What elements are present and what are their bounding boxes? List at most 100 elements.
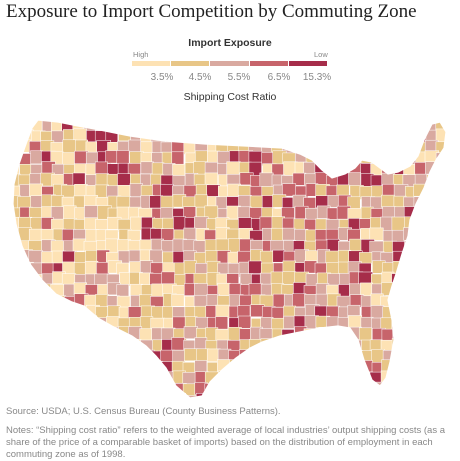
commuting-zone-cell xyxy=(171,151,185,166)
commuting-zone-cell xyxy=(238,195,252,208)
commuting-zone-cell xyxy=(337,359,351,373)
commuting-zone-cell xyxy=(29,274,43,287)
commuting-zone-cell xyxy=(282,183,297,197)
commuting-zone-cell xyxy=(414,120,429,123)
legend-ticks: 3.5% 4.5% 5.5% 6.5% 15.3% xyxy=(0,72,460,86)
commuting-zone-cell xyxy=(237,392,252,398)
commuting-zone-cell xyxy=(248,260,262,274)
commuting-zone-cell xyxy=(382,139,396,153)
commuting-zone-cell xyxy=(294,382,308,396)
commuting-zone-cell xyxy=(383,128,396,143)
commuting-zone-cell xyxy=(437,295,446,309)
commuting-zone-cell xyxy=(436,371,446,385)
commuting-zone-cell xyxy=(149,360,163,374)
commuting-zone-cell xyxy=(215,316,229,330)
commuting-zone-cell xyxy=(314,130,329,145)
commuting-zone-cell xyxy=(283,338,297,352)
commuting-zone-cell xyxy=(404,240,418,255)
chart-title: Exposure to Import Competition by Commut… xyxy=(6,1,417,22)
commuting-zone-cell xyxy=(205,128,219,144)
commuting-zone-cell xyxy=(260,370,275,385)
commuting-zone-cell xyxy=(436,315,446,330)
commuting-zone-cell xyxy=(30,392,43,398)
commuting-zone-cell xyxy=(13,283,20,296)
commuting-zone-cell xyxy=(404,383,419,398)
commuting-zone-cell xyxy=(94,382,109,397)
commuting-zone-cell xyxy=(392,370,406,385)
commuting-zone-cell xyxy=(127,382,142,397)
commuting-zone-cell xyxy=(315,120,328,133)
commuting-zone-cell xyxy=(447,130,459,143)
commuting-zone-cell xyxy=(39,315,53,330)
commuting-zone-cell xyxy=(61,382,75,397)
commuting-zone-cell xyxy=(447,185,459,198)
commuting-zone-cell xyxy=(283,382,298,396)
commuting-zone-cell xyxy=(348,172,361,187)
commuting-zone-cell xyxy=(294,350,308,364)
commuting-zone-cell xyxy=(435,338,446,352)
commuting-zone-cell xyxy=(415,229,430,245)
commuting-zone-cell xyxy=(358,327,372,342)
commuting-zone-cell xyxy=(358,140,373,155)
commuting-zone-cell xyxy=(249,195,263,210)
commuting-zone-cell xyxy=(336,129,350,143)
commuting-zone-cell xyxy=(72,392,86,398)
commuting-zone-cell xyxy=(74,120,88,122)
commuting-zone-cell xyxy=(194,120,209,122)
commuting-zone-cell xyxy=(403,249,416,263)
commuting-zone-cell xyxy=(304,362,319,377)
commuting-zone-cell xyxy=(282,227,296,241)
commuting-zone-cell xyxy=(75,360,90,374)
legend-tick: 5.5% xyxy=(227,72,251,83)
commuting-zone-cell xyxy=(447,262,459,275)
commuting-zone-cell xyxy=(107,120,121,122)
commuting-zone-cell xyxy=(151,120,165,134)
commuting-zone-cell xyxy=(282,394,297,398)
commuting-zone-cell xyxy=(149,383,163,397)
legend-tick: 4.5% xyxy=(188,72,212,83)
commuting-zone-cell xyxy=(40,339,55,354)
commuting-zone-cell xyxy=(294,120,308,132)
commuting-zone-cell xyxy=(415,337,430,351)
commuting-zone-cell xyxy=(292,370,307,384)
commuting-zone-cell xyxy=(17,361,32,376)
commuting-zone-cell xyxy=(347,120,361,132)
commuting-zone-cell xyxy=(117,349,132,364)
commuting-zone-cell xyxy=(248,120,262,122)
commuting-zone-cell xyxy=(17,349,31,363)
commuting-zone-cell xyxy=(28,250,43,264)
commuting-zone-cell xyxy=(436,250,446,264)
commuting-zone-cell xyxy=(315,120,329,123)
commuting-zone-cell xyxy=(404,372,420,386)
commuting-zone-cell xyxy=(413,196,427,210)
commuting-zone-cell xyxy=(215,129,229,144)
commuting-zone-cell xyxy=(194,337,208,351)
commuting-zone-cell xyxy=(19,394,34,398)
commuting-zone-cell xyxy=(435,152,446,167)
commuting-zone-cell xyxy=(337,108,349,119)
commuting-zone-cell xyxy=(380,392,395,398)
commuting-zone-cell xyxy=(415,273,429,288)
commuting-zone-cell xyxy=(325,383,339,398)
commuting-zone-cell xyxy=(105,392,119,398)
legend-tick: 3.5% xyxy=(150,72,174,83)
commuting-zone-cell xyxy=(128,370,143,386)
commuting-zone-cell xyxy=(281,329,295,344)
commuting-zone-cell xyxy=(13,339,22,353)
commuting-zone-cell xyxy=(370,394,386,398)
commuting-zone-cell xyxy=(183,326,198,339)
commuting-zone-cell xyxy=(239,360,254,375)
commuting-zone-cell xyxy=(314,381,329,395)
commuting-zone-cell xyxy=(39,120,53,122)
commuting-zone-cell xyxy=(40,371,55,387)
commuting-zone-cell xyxy=(349,383,362,398)
commuting-zone-cell xyxy=(413,395,428,398)
legend-swatch xyxy=(249,61,288,66)
commuting-zone-cell xyxy=(448,340,460,353)
commuting-zone-cell xyxy=(204,172,218,186)
commuting-zone-cell xyxy=(83,315,98,328)
commuting-zone-cell xyxy=(404,131,417,144)
commuting-zone-cell xyxy=(326,130,340,145)
commuting-zone-cell xyxy=(51,316,65,331)
legend-swatch xyxy=(132,61,171,66)
